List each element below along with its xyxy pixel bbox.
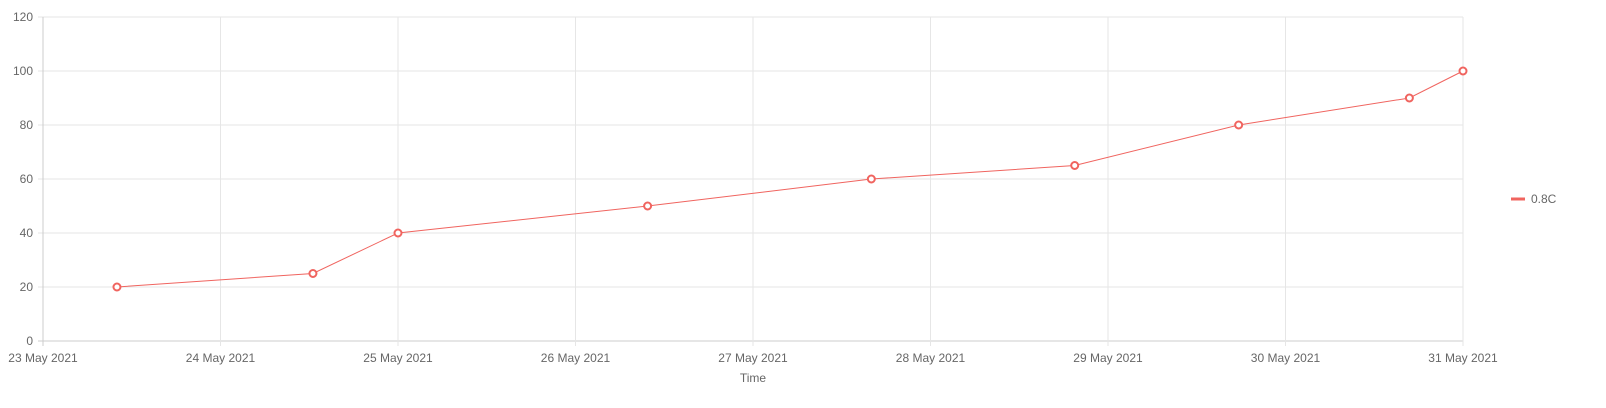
- legend-item[interactable]: 0.8C: [1511, 192, 1557, 206]
- y-tick-label: 20: [20, 280, 34, 294]
- grid-layer: [38, 16, 1464, 346]
- y-tick-label: 80: [20, 118, 34, 132]
- data-point[interactable]: [1070, 161, 1080, 170]
- x-tick-label: 23 May 2021: [8, 351, 78, 365]
- data-point[interactable]: [1404, 93, 1414, 103]
- y-tick-label: 60: [20, 172, 34, 186]
- data-point[interactable]: [866, 174, 876, 184]
- data-point[interactable]: [1234, 120, 1244, 130]
- y-tick-label: 40: [20, 226, 34, 240]
- legend-label: 0.8C: [1531, 192, 1557, 206]
- data-point[interactable]: [112, 282, 122, 292]
- x-tick-label: 24 May 2021: [186, 351, 256, 365]
- legend[interactable]: 0.8C: [1511, 192, 1557, 206]
- data-point[interactable]: [393, 228, 403, 238]
- x-tick-label: 27 May 2021: [718, 351, 788, 365]
- x-tick-label: 31 May 2021: [1428, 351, 1498, 365]
- x-axis-title: Time: [740, 371, 767, 385]
- series-layer: [112, 66, 1468, 292]
- y-tick-label: 0: [26, 334, 33, 348]
- axis-layer: 0 20 40 60 80 100 120 23 May 2021 24 May 2021 25 …: [8, 10, 1498, 365]
- x-tick-label: 25 May 2021: [363, 351, 433, 365]
- data-point[interactable]: [1458, 66, 1468, 76]
- x-tick-label: 29 May 2021: [1073, 351, 1143, 365]
- data-point[interactable]: [308, 269, 318, 278]
- x-tick-label: 30 May 2021: [1251, 351, 1321, 365]
- x-tick-label: 26 May 2021: [541, 351, 611, 365]
- y-tick-label: 100: [13, 64, 33, 78]
- y-tick-label: 120: [13, 10, 33, 24]
- data-point[interactable]: [643, 201, 653, 211]
- x-tick-label: 28 May 2021: [896, 351, 966, 365]
